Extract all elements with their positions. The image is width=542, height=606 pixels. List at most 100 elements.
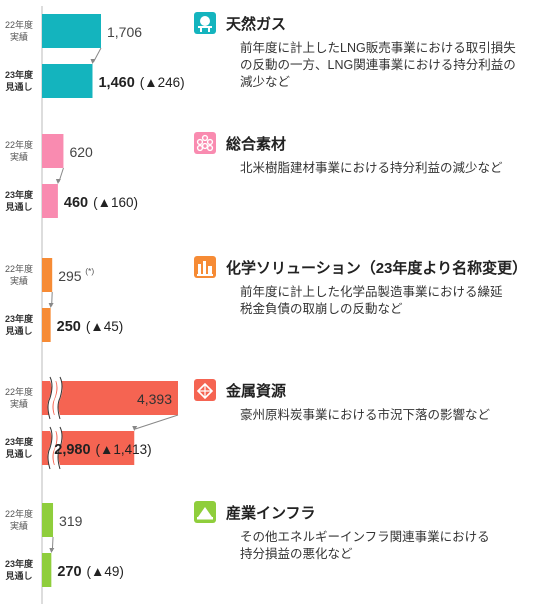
prev-period-label-line: 22年度 (4, 264, 33, 274)
segment-description: 前年度に計上した化学品製造事業における繰延 税金負債の取崩しの反動など (240, 284, 540, 318)
segment-4: 319 270 (▲49) (42, 503, 124, 587)
bar-prev (42, 14, 101, 48)
curr-period-label-line: 23年度 (4, 70, 33, 80)
prev-value-label: 319 (59, 513, 83, 529)
mining-icon-glyph (196, 382, 214, 400)
mining-icon (194, 379, 216, 401)
prev-period-label-line: 実績 (9, 399, 28, 409)
curr-value-label: 2,980 (▲1,413) (54, 442, 151, 458)
axis-break-mark (53, 427, 63, 468)
axis-break-line (47, 426, 53, 470)
curr-value: 270 (57, 564, 81, 580)
segment-description: 北米樹脂建材事業における持分利益の減少など (240, 160, 540, 177)
prev-period-label: 22年度実績 (0, 386, 38, 410)
segment-description-line: 持分損益の悪化など (240, 547, 353, 561)
axis-break-line (47, 376, 53, 420)
change-value: (▲1,413) (96, 442, 152, 457)
infrastructure-icon (194, 501, 216, 523)
segment-name: 化学ソリューション（23年度より名称変更） (226, 260, 528, 277)
change-value: (▲246) (140, 75, 185, 90)
axis-break-mark (47, 427, 57, 468)
prev-period-label-line: 22年度 (4, 387, 33, 397)
curr-period-label-line: 見通し (5, 571, 33, 581)
gas-plant-icon-glyph (198, 16, 212, 32)
prev-value-label: 4,393 (137, 391, 172, 407)
segment-1: 620 460 (▲160) (42, 134, 138, 218)
bar-curr (42, 64, 93, 98)
axis-break-mark (53, 377, 63, 418)
curr-period-label: 23年度見通し (0, 69, 38, 93)
prev-period-label-line: 実績 (9, 32, 28, 42)
axis-break-line (57, 426, 63, 470)
bar-curr (42, 308, 51, 342)
change-arrow (135, 414, 179, 430)
segment-description-line: の反動の一方、LNG関連事業における持分利益の (240, 58, 516, 72)
bar-curr (42, 184, 58, 218)
prev-period-label: 22年度実績 (0, 508, 38, 532)
axis-break-line (57, 376, 63, 420)
bar-curr (42, 553, 52, 587)
curr-period-label: 23年度見通し (0, 558, 38, 582)
segment-name: 産業インフラ (226, 505, 316, 522)
curr-value-label: 1,460 (▲246) (98, 75, 184, 91)
curr-period-label: 23年度見通し (0, 189, 38, 213)
curr-period-label-line: 見通し (5, 326, 33, 336)
prev-period-label-line: 実績 (9, 276, 28, 286)
curr-period-label-line: 23年度 (4, 190, 33, 200)
segment-description-line: 豪州原料炭事業における市況下落の影響など (240, 408, 491, 422)
segment-description-line: 前年度に計上した化学品製造事業における繰延 (240, 285, 503, 299)
prev-value-label: 620 (69, 144, 93, 160)
curr-value: 250 (57, 319, 81, 335)
curr-value: 2,980 (54, 442, 90, 458)
bar-prev (42, 503, 54, 537)
prev-period-label-line: 22年度 (4, 140, 33, 150)
bar-prev (42, 258, 53, 292)
curr-period-label: 23年度見通し (0, 313, 38, 337)
curr-value: 460 (64, 195, 88, 211)
prev-period-label: 22年度実績 (0, 139, 38, 163)
segment-description-line: 減少など (240, 75, 291, 89)
curr-period-label-line: 23年度 (4, 437, 33, 447)
segment-description: 前年度に計上したLNG販売事業における取引損失 の反動の一方、LNG関連事業におけ… (240, 40, 540, 91)
segment-name: 天然ガス (226, 16, 287, 33)
segment-0: 1,706 1,460 (▲246) (42, 14, 185, 98)
curr-period-label-line: 23年度 (4, 314, 33, 324)
prev-period-label-line: 実績 (9, 152, 28, 162)
prev-period-label-line: 22年度 (4, 20, 33, 30)
change-value: (▲160) (93, 195, 138, 210)
materials-icon-glyph (196, 134, 214, 152)
change-arrowhead (48, 303, 54, 308)
change-arrowhead (90, 59, 96, 64)
segment-description: 豪州原料炭事業における市況下落の影響など (240, 407, 540, 424)
curr-period-label-line: 23年度 (4, 559, 33, 569)
chemical-plant-icon-glyph (197, 261, 213, 276)
bar-prev (42, 381, 178, 415)
curr-value: 1,460 (98, 75, 134, 91)
change-arrowhead (132, 426, 138, 431)
chemical-plant-icon (194, 256, 216, 278)
curr-value-label: 460 (▲160) (64, 195, 138, 211)
curr-value-label: 270 (▲49) (57, 564, 124, 580)
prev-period-label-line: 実績 (9, 521, 28, 531)
change-value: (▲45) (86, 319, 123, 334)
curr-period-label-line: 見通し (5, 449, 33, 459)
segment-name: 総合素材 (226, 136, 287, 153)
prev-period-label: 22年度実績 (0, 19, 38, 43)
curr-period-label-line: 見通し (5, 202, 33, 212)
prev-period-label: 22年度実績 (0, 263, 38, 287)
curr-value-label: 250 (▲45) (57, 319, 124, 335)
change-arrowhead (55, 179, 61, 184)
change-value: (▲49) (87, 564, 124, 579)
prev-period-label-line: 22年度 (4, 509, 33, 519)
segment-3: 4,393 2,980 (▲1,413) (42, 376, 179, 470)
segment-description-line: 税金負債の取崩しの反動など (240, 302, 403, 316)
curr-period-label-line: 見通し (5, 82, 33, 92)
materials-icon (194, 132, 216, 154)
segment-2: 295 (*) 250 (▲45) (42, 258, 123, 342)
change-arrowhead (49, 548, 55, 553)
gas-plant-icon (194, 12, 216, 34)
curr-period-label: 23年度見通し (0, 436, 38, 460)
prev-value-label: 295 (58, 268, 82, 284)
segment-description-line: その他エネルギーインフラ関連事業における (240, 530, 490, 544)
